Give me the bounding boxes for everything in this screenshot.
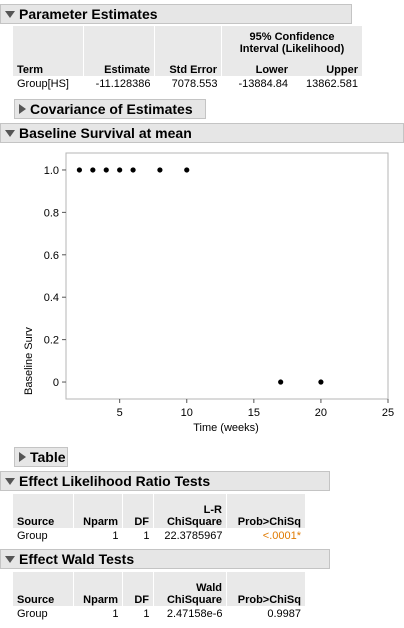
- cell-prob: 0.9987: [267, 608, 301, 620]
- col-chisquare-line2: ChiSquare: [166, 594, 222, 606]
- table-section-title: Table: [30, 449, 66, 465]
- plot-frame: [65, 152, 389, 400]
- col-estimate: Estimate: [83, 26, 155, 76]
- cell-df: 1: [143, 608, 150, 620]
- cell-prob: <.0001*: [262, 530, 301, 542]
- effect-wald-tests-header[interactable]: Effect Wald Tests: [0, 549, 330, 569]
- col-term: Term: [13, 26, 84, 76]
- disclosure-closed-icon[interactable]: [19, 452, 26, 462]
- data-point: [157, 167, 163, 173]
- y-tick-label: 0: [53, 377, 59, 389]
- cell-source: Group: [17, 608, 48, 620]
- disclosure-open-icon[interactable]: [5, 477, 15, 485]
- cell-lower: -13884.84: [238, 78, 288, 90]
- col-prob: Prob>ChiSq: [226, 572, 305, 606]
- y-tick-label: 0.4: [44, 292, 59, 304]
- ci-header-line2: Interval (Likelihood): [239, 42, 345, 55]
- data-point: [103, 167, 109, 173]
- ci-header: 95% Confidence Interval (Likelihood): [221, 26, 362, 57]
- col-chisquare: Wald ChiSquare: [153, 572, 227, 606]
- y-axis-label: Baseline Surv: [23, 327, 35, 395]
- disclosure-open-icon[interactable]: [5, 129, 15, 137]
- cell-df: 1: [143, 530, 150, 542]
- data-point: [117, 167, 123, 173]
- y-tick-label: 0.8: [44, 207, 59, 219]
- col-nparm: Nparm: [73, 572, 123, 606]
- cell-source: Group: [17, 530, 48, 542]
- col-source: Source: [13, 572, 74, 606]
- y-tick-label: 1.0: [44, 165, 59, 177]
- effect-lr-tests-title: Effect Likelihood Ratio Tests: [19, 473, 211, 489]
- table-row: Group[HS] -11.128386 7078.553 -13884.84 …: [13, 76, 362, 92]
- col-df: DF: [122, 494, 154, 528]
- ci-header-line1: 95% Confidence: [249, 30, 335, 43]
- data-point: [278, 379, 284, 385]
- baseline-survival-header[interactable]: Baseline Survival at mean: [0, 123, 404, 143]
- cell-estimate: -11.128386: [95, 78, 151, 90]
- col-chisquare-line1: Wald: [196, 582, 222, 594]
- table-row: Group 1 1 2.47158e-6 0.9987: [13, 606, 305, 622]
- cell-chisquare: 2.47158e-6: [166, 608, 223, 620]
- data-point: [184, 167, 190, 173]
- effect-lr-tests-header[interactable]: Effect Likelihood Ratio Tests: [0, 471, 330, 491]
- data-point: [130, 167, 136, 173]
- x-tick-label: 20: [315, 407, 327, 419]
- parameter-estimates-table: Term Estimate Std Error 95% Confidence I…: [13, 26, 362, 92]
- x-axis-label: Time (weeks): [193, 422, 259, 434]
- x-tick-label: 15: [248, 407, 260, 419]
- effect-wald-tests-table: Source Nparm DF Wald ChiSquare Prob>ChiS…: [13, 572, 305, 622]
- col-upper: Upper: [292, 56, 362, 76]
- col-source: Source: [13, 494, 74, 528]
- col-prob: Prob>ChiSq: [226, 494, 305, 528]
- covariance-title: Covariance of Estimates: [30, 101, 193, 117]
- x-tick-label: 25: [382, 407, 394, 419]
- data-point: [318, 379, 324, 385]
- cell-nparm: 1: [112, 608, 119, 620]
- col-chisquare-line2: ChiSquare: [166, 516, 222, 528]
- parameter-estimates-header[interactable]: Parameter Estimates: [0, 4, 352, 24]
- col-lower: Lower: [221, 56, 292, 76]
- cell-nparm: 1: [112, 530, 119, 542]
- col-chisquare: L-R ChiSquare: [153, 494, 227, 528]
- parameter-estimates-title: Parameter Estimates: [19, 6, 158, 22]
- cell-term: Group[HS]: [17, 78, 69, 90]
- table-row: Group 1 1 22.3785967 <.0001*: [13, 528, 305, 544]
- data-point: [76, 167, 83, 173]
- col-stderr: Std Error: [154, 26, 222, 76]
- cell-stderr: 7078.553: [171, 78, 218, 90]
- covariance-header[interactable]: Covariance of Estimates: [14, 99, 206, 119]
- effect-wald-tests-title: Effect Wald Tests: [19, 551, 135, 567]
- col-df: DF: [122, 572, 154, 606]
- baseline-survival-chart: 0 0.2 0.4 0.6 0.8 1.0 5 10 15 20 25 Baseline Surv…: [23, 152, 394, 434]
- effect-lr-tests-table: Source Nparm DF L-R ChiSquare Prob>ChiSq…: [13, 494, 305, 544]
- disclosure-open-icon[interactable]: [5, 555, 15, 563]
- y-tick-label: 0.2: [44, 335, 59, 347]
- baseline-survival-title: Baseline Survival at mean: [19, 125, 192, 141]
- x-tick-label: 10: [181, 407, 193, 419]
- data-point: [90, 167, 96, 173]
- cell-upper: 13862.581: [306, 78, 358, 90]
- table-section-header[interactable]: Table: [14, 447, 68, 467]
- cell-chisquare: 22.3785967: [164, 530, 223, 542]
- col-chisquare-line1: L-R: [203, 504, 222, 516]
- disclosure-open-icon[interactable]: [5, 10, 15, 18]
- x-tick-label: 5: [117, 407, 123, 419]
- disclosure-closed-icon[interactable]: [19, 104, 26, 114]
- col-nparm: Nparm: [73, 494, 123, 528]
- y-tick-label: 0.6: [44, 250, 59, 262]
